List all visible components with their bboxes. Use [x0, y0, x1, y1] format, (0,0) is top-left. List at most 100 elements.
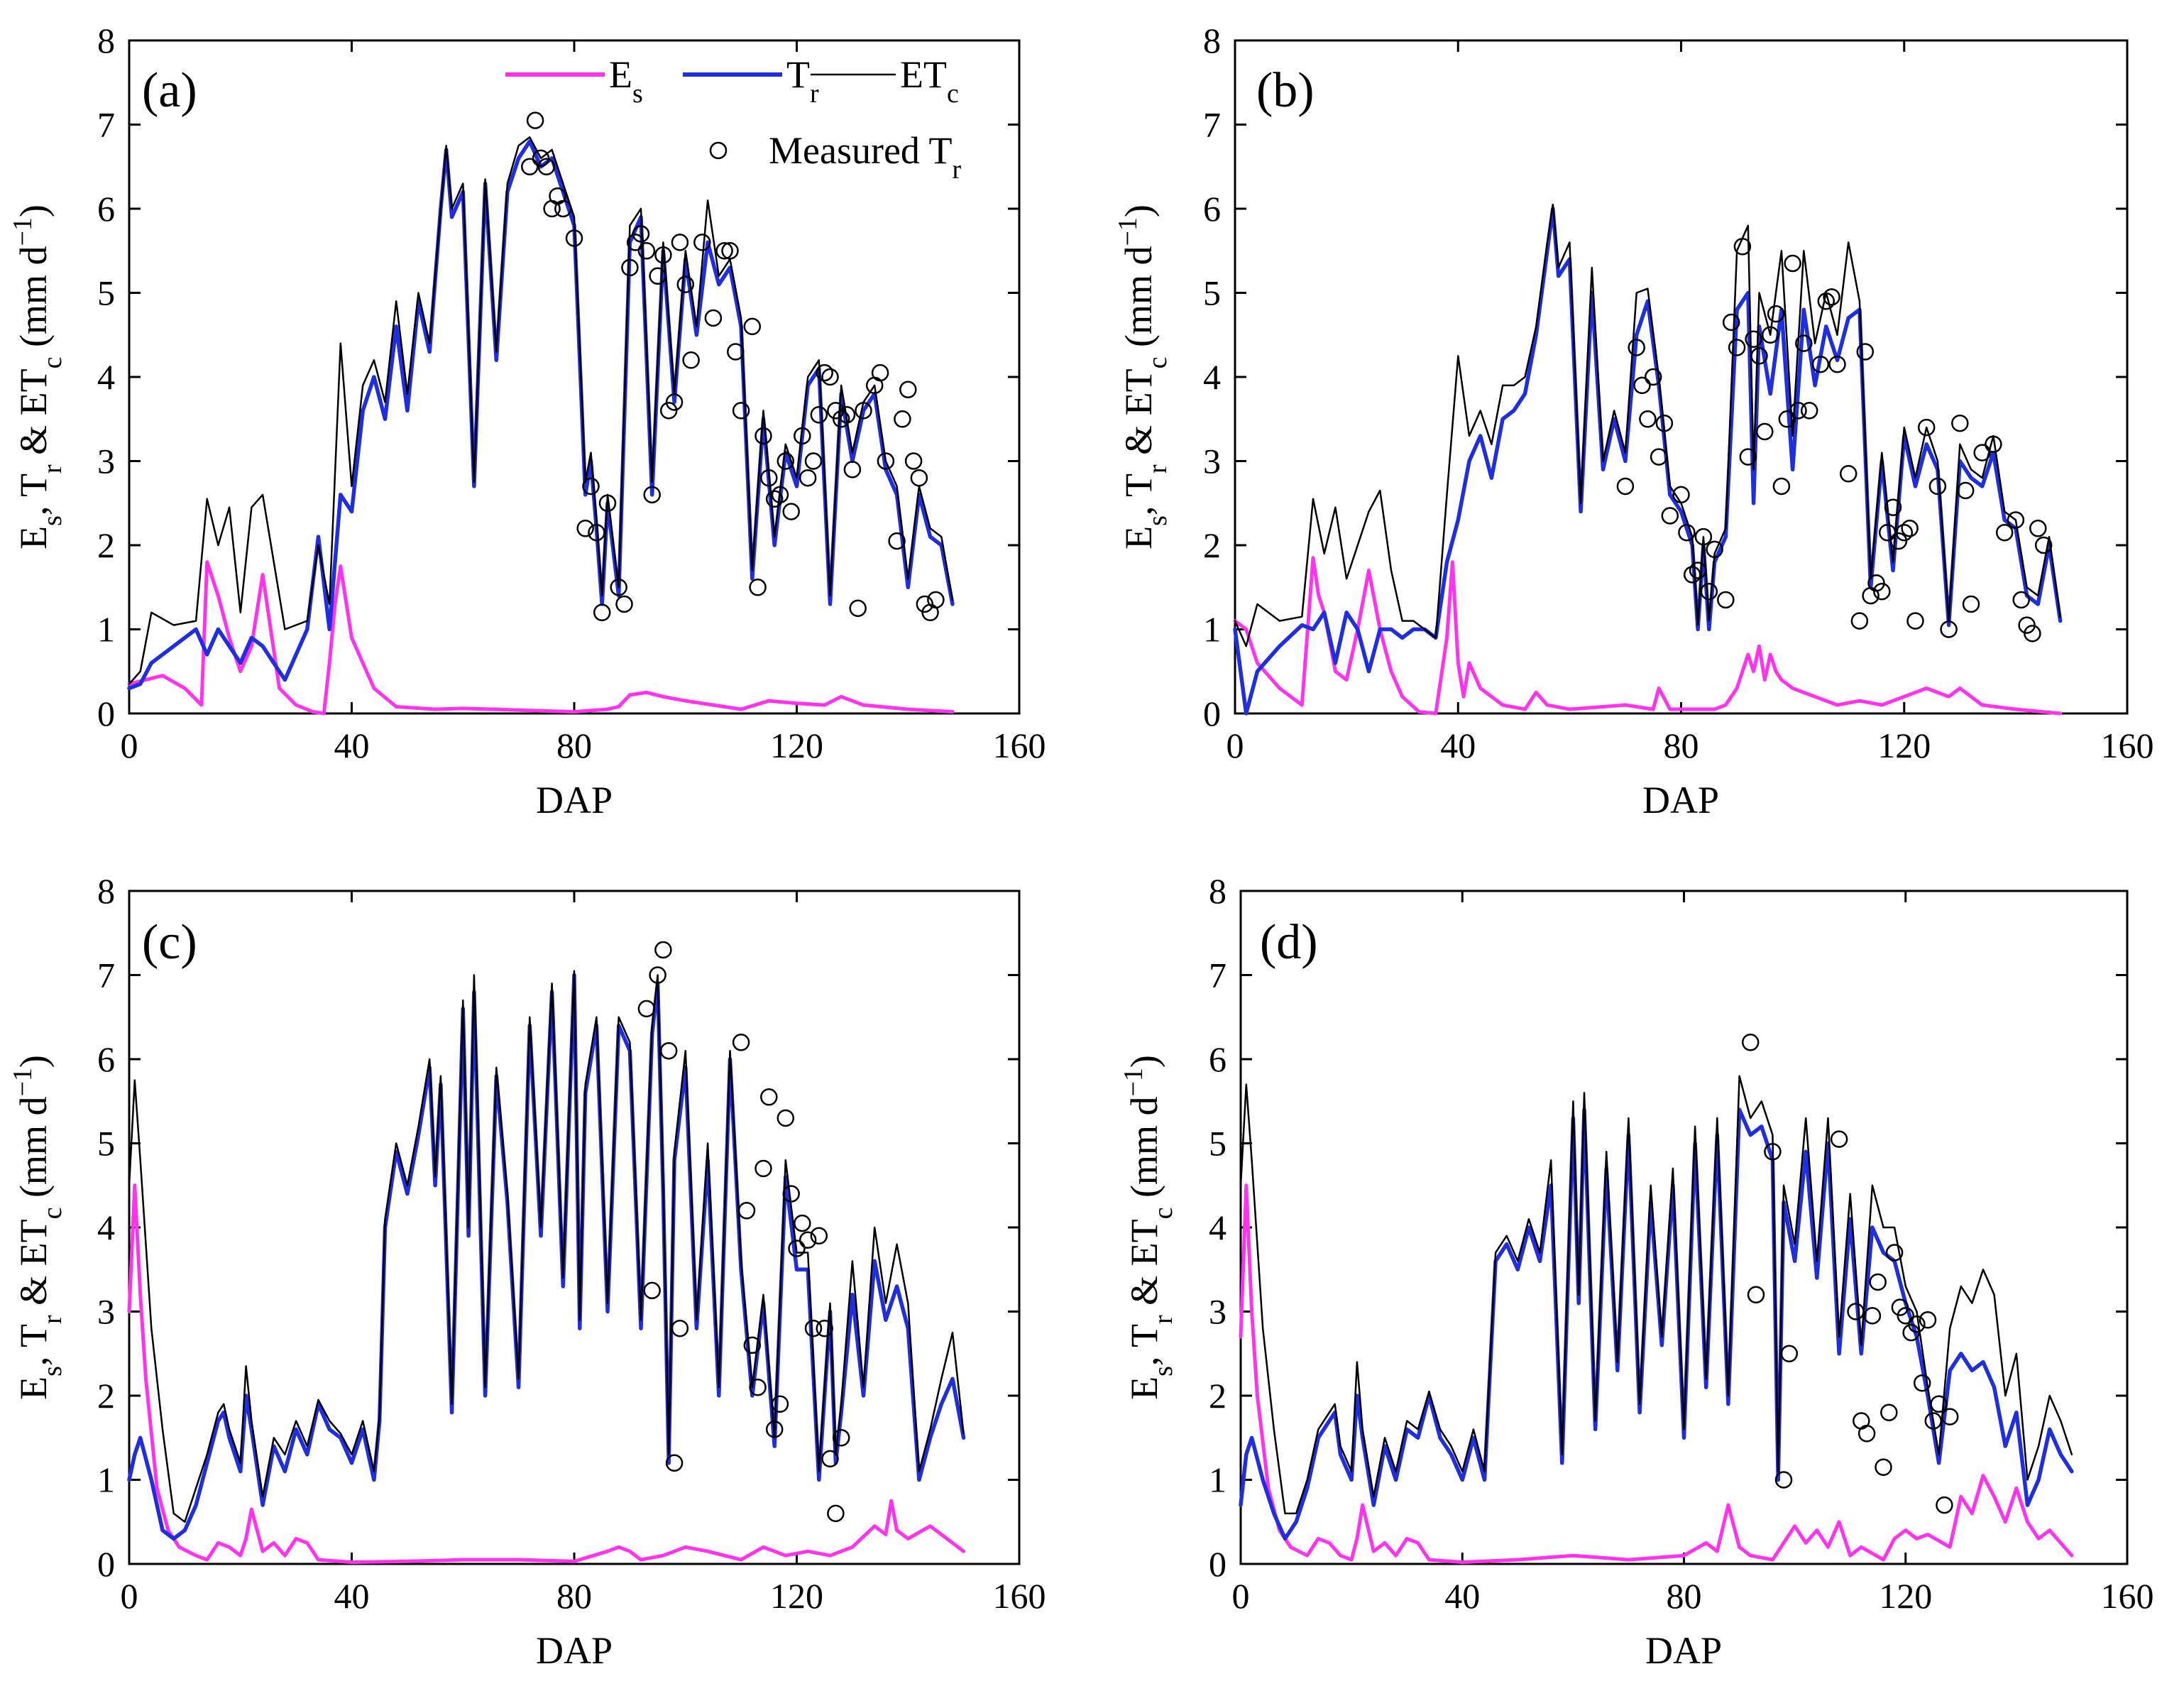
x-tick-label: 40	[1440, 726, 1476, 765]
legend-tr-label: Tr	[786, 53, 819, 109]
measured-tr-point	[1633, 376, 1651, 395]
x-tick-label: 40	[334, 1576, 370, 1616]
measured-tr-point	[565, 229, 583, 247]
y-tick-label: 6	[97, 189, 115, 229]
measured-tr-point	[682, 351, 700, 369]
measured-tr-point	[526, 111, 544, 129]
measured-tr-point	[816, 363, 833, 382]
measured-tr-point	[1913, 1374, 1931, 1392]
measured-tr-point	[1774, 1471, 1793, 1489]
x-tick-label: 80	[556, 1576, 592, 1616]
measured-tr-point	[1694, 527, 1713, 546]
measured-tr-point	[804, 1319, 823, 1337]
measured-tr-point	[910, 469, 928, 487]
measured-tr-point	[1750, 347, 1768, 365]
measured-tr-point	[771, 486, 789, 504]
y-axis-label: Es, Tr & ETc (mm d−1)	[8, 1055, 67, 1400]
measured-tr-point	[888, 532, 906, 550]
measured-tr-point	[927, 591, 945, 609]
measured-tr-point	[1930, 1395, 1948, 1413]
series-line-es	[127, 1183, 966, 1565]
y-tick-label: 3	[1209, 1292, 1227, 1332]
measured-tr-point	[2034, 536, 2053, 554]
measured-tr-point	[1741, 1034, 1760, 1051]
y-tick-label: 4	[1203, 357, 1221, 397]
measured-tr-point	[838, 406, 856, 424]
y-tick-label: 8	[1203, 21, 1221, 60]
measured-tr-point	[1940, 620, 1958, 638]
x-tick-label: 40	[1444, 1576, 1480, 1616]
measured-tr-point	[1706, 540, 1723, 559]
measured-tr-point	[1678, 523, 1696, 542]
y-tick-label: 3	[1203, 442, 1221, 481]
measured-tr-point	[1897, 1307, 1915, 1325]
y-axis-ticks: 0 1 2 3 4 5 6 7 8	[1203, 21, 2127, 733]
measured-tr-point	[1908, 1315, 1926, 1333]
measured-tr-point	[593, 603, 611, 622]
x-tick-label: 40	[334, 726, 370, 765]
measured-tr-point	[654, 941, 672, 959]
measured-tr-point	[659, 402, 678, 420]
measured-tr-point	[760, 469, 778, 487]
y-tick-label: 1	[1209, 1460, 1227, 1500]
y-tick-label: 6	[1203, 189, 1221, 229]
measured-tr-point	[849, 599, 867, 618]
measured-tr-point	[1661, 507, 1679, 525]
measured-tr-point	[632, 225, 650, 243]
measured-tr-point	[1869, 1273, 1887, 1291]
y-tick-label: 8	[97, 21, 115, 60]
y-tick-label: 4	[97, 357, 115, 397]
measured-tr-point	[749, 1378, 767, 1396]
measured-tr-point	[777, 452, 795, 470]
measured-tr-point	[2007, 511, 2025, 529]
measured-tr-point	[1739, 448, 1757, 466]
measured-tr-point	[1956, 481, 1975, 500]
panel-label: (a)	[142, 63, 197, 118]
y-tick-label: 2	[97, 525, 115, 565]
measured-tr-point	[1722, 313, 1740, 332]
measured-tr-point	[1889, 532, 1908, 550]
measured-tr-point	[732, 1034, 750, 1051]
measured-tr-point	[1885, 1244, 1904, 1262]
y-tick-label: 5	[97, 1124, 115, 1164]
measured-tr-point	[643, 486, 661, 504]
measured-tr-point	[810, 406, 828, 424]
measured-tr-point	[1847, 1303, 1865, 1320]
measured-tr-point	[777, 1109, 795, 1127]
y-tick-label: 7	[1203, 105, 1221, 145]
measured-tr-point	[637, 1000, 656, 1018]
measured-tr-point	[821, 368, 839, 386]
measured-tr-point	[649, 267, 666, 285]
x-axis-label: DAP	[536, 779, 613, 821]
measured-tr-point	[1863, 1307, 1882, 1325]
panel-label: (c)	[142, 915, 197, 970]
y-tick-label: 2	[1203, 525, 1221, 565]
x-tick-label: 80	[1664, 726, 1699, 765]
measured-tr-point	[1789, 402, 1807, 420]
measured-tr-point	[1917, 418, 1936, 437]
measured-tr-point	[659, 1041, 678, 1060]
y-tick-label: 8	[97, 871, 115, 911]
measured-tr-point	[794, 1214, 811, 1232]
measured-tr-point	[1616, 477, 1635, 496]
x-tick-label: 160	[993, 726, 1046, 765]
y-tick-label: 4	[1209, 1208, 1227, 1247]
measured-tr-point	[1689, 562, 1707, 579]
series-line-es	[1239, 1183, 2074, 1565]
measured-tr-point	[1951, 414, 1969, 432]
measured-tr-point	[2012, 591, 2030, 609]
measured-tr-point	[1919, 1311, 1937, 1329]
x-tick-label: 0	[1232, 1576, 1250, 1616]
measured-tr-point	[643, 1281, 661, 1300]
y-axis-ticks: 0 1 2 3 4 5 6 7 8	[97, 21, 1019, 733]
series-line-tr	[127, 973, 966, 1541]
y-tick-label: 5	[1209, 1124, 1227, 1164]
measured-tr-point	[637, 242, 656, 260]
x-tick-label: 80	[1667, 1576, 1702, 1616]
y-tick-label: 0	[97, 694, 115, 733]
measured-tr-point	[810, 1227, 828, 1245]
y-tick-label: 1	[1203, 610, 1221, 650]
series-line-etc	[128, 136, 954, 685]
x-tick-label: 120	[1879, 1576, 1932, 1616]
